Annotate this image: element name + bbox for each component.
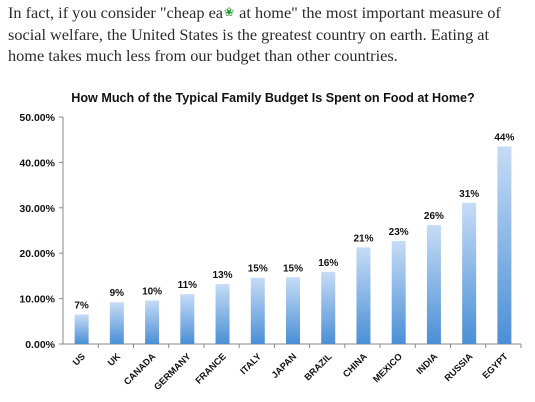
data-label-italy: 15% — [248, 264, 268, 275]
y-tick-label: 10.00% — [19, 294, 55, 306]
y-tick-label: 0.00% — [25, 339, 55, 351]
data-label-india: 26% — [424, 211, 444, 222]
data-label-brazil: 16% — [318, 258, 338, 269]
data-label-germany: 11% — [178, 280, 198, 291]
data-label-us: 7% — [74, 300, 89, 311]
x-tick-label-canada: CANADA — [122, 351, 158, 387]
x-tick-label-germany: GERMANY — [152, 351, 193, 392]
y-tick-label: 40.00% — [19, 157, 55, 169]
food-budget-chart: How Much of the Typical Family Budget Is… — [0, 82, 535, 402]
x-tick-label-india: INDIA — [414, 351, 439, 376]
data-label-japan: 15% — [283, 263, 303, 274]
x-tick-label-russia: RUSSIA — [443, 351, 475, 383]
x-tick-label-us: US — [71, 351, 87, 367]
bar-germany — [180, 294, 195, 344]
sprout-icon: ❀ — [224, 5, 235, 19]
data-label-mexico: 23% — [389, 227, 409, 238]
intro-text-start: In fact, if you consider "cheap ea — [8, 3, 224, 22]
intro-text-end: at home" the most important measure of s… — [8, 3, 501, 65]
data-label-egypt: 44% — [494, 133, 514, 144]
chart-svg: How Much of the Typical Family Budget Is… — [19, 91, 522, 392]
x-tick-label-italy: ITALY — [238, 351, 264, 377]
bar-india — [426, 225, 441, 344]
bar-italy — [250, 277, 265, 344]
x-tick-label-france: FRANCE — [193, 351, 227, 385]
y-tick-label: 30.00% — [19, 203, 55, 215]
data-label-france: 13% — [213, 270, 233, 281]
y-tick-label: 50.00% — [19, 112, 55, 124]
bar-japan — [286, 277, 300, 344]
bar-canada — [145, 300, 160, 344]
bar-france — [215, 284, 230, 344]
bar-mexico — [391, 240, 406, 344]
bar-egypt — [497, 146, 512, 344]
x-tick-label-japan: JAPAN — [270, 351, 299, 380]
x-tick-label-uk: UK — [106, 351, 123, 368]
x-tick-label-mexico: MEXICO — [371, 351, 404, 384]
y-tick-label: 20.00% — [19, 248, 55, 260]
intro-paragraph: In fact, if you consider "cheap ea❀ at h… — [8, 2, 528, 67]
bar-china — [356, 247, 371, 344]
data-label-uk: 9% — [110, 288, 125, 299]
bar-uk — [109, 302, 124, 344]
data-label-canada: 10% — [142, 286, 162, 297]
data-label-russia: 31% — [459, 189, 479, 200]
x-tick-label-brazil: BRAZIL — [302, 351, 333, 382]
data-label-china: 21% — [353, 233, 373, 244]
chart-title: How Much of the Typical Family Budget Is… — [71, 91, 474, 105]
bar-brazil — [321, 271, 336, 344]
x-tick-label-egypt: EGYPT — [480, 351, 510, 381]
bar-us — [74, 314, 89, 344]
x-tick-label-china: CHINA — [341, 351, 369, 379]
bar-russia — [462, 202, 477, 344]
